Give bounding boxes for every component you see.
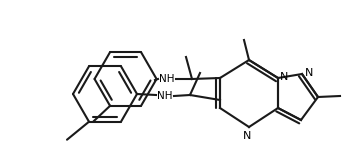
Text: NH: NH	[159, 74, 175, 84]
Text: N: N	[280, 72, 288, 82]
Text: N: N	[243, 131, 251, 141]
Text: N: N	[305, 68, 313, 78]
Text: NH: NH	[157, 91, 173, 101]
